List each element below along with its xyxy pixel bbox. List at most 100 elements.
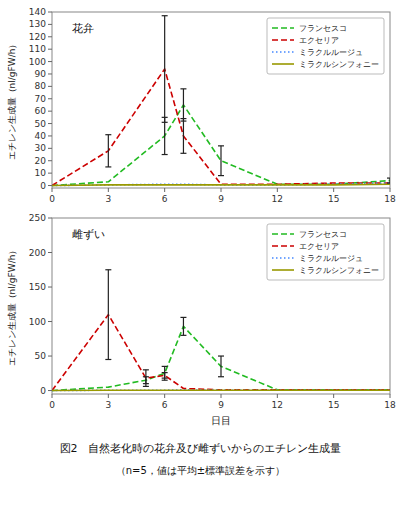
x-tick-label: 3 [105, 194, 111, 204]
series-line [52, 389, 390, 391]
panel-title: 花弁 [72, 22, 94, 35]
error-bar [218, 146, 224, 176]
chart-root: 0102030405060708090100110120130140036912… [0, 0, 401, 525]
legend-box [267, 18, 384, 74]
x-tick-label: 0 [49, 400, 55, 410]
y-tick-label: 120 [29, 32, 46, 42]
plot-data [52, 16, 390, 186]
y-tick [48, 390, 52, 391]
x-tick-label: 15 [328, 194, 339, 204]
legend-label: ミラクルシンフォニー [299, 266, 379, 275]
x-tick [108, 394, 109, 398]
y-tick [48, 36, 52, 37]
x-tick-label: 12 [272, 194, 283, 204]
y-tick-label: 100 [29, 57, 46, 67]
y-tick [48, 252, 52, 253]
legend-label: フランセスコ [299, 230, 347, 239]
series-line [52, 326, 390, 390]
y-tick-label: 140 [29, 7, 46, 17]
error-bar [218, 356, 224, 377]
legend-swatch [272, 63, 294, 65]
x-tick [390, 394, 391, 398]
x-tick-label: 6 [162, 194, 168, 204]
legend-label: エクセリア [299, 242, 339, 251]
error-bar [105, 135, 111, 167]
x-tick [164, 188, 165, 192]
y-tick [48, 12, 52, 13]
x-tick-label: 18 [384, 400, 396, 410]
legend-box [267, 224, 384, 280]
x-tick-label: 0 [49, 194, 55, 204]
error-bar [162, 16, 168, 123]
y-tick [48, 123, 52, 124]
legend-label: ミラクルシンフォニー [299, 60, 379, 69]
y-tick-label: 130 [29, 19, 46, 29]
x-tick-label: 3 [105, 400, 111, 410]
x-tick [333, 394, 334, 398]
y-tick-label: 0 [40, 181, 46, 191]
y-tick-label: 50 [35, 119, 47, 129]
y-tick-label: 90 [35, 69, 47, 79]
legend-label: ミラクルルージュ [299, 48, 363, 57]
y-tick [48, 356, 52, 357]
y-tick [48, 185, 52, 186]
legend-swatch [272, 245, 294, 247]
y-tick [48, 218, 52, 219]
x-tick [333, 188, 334, 192]
error-bar [387, 178, 390, 183]
caption: （n=5，値は平均±標準誤差を示す） [116, 465, 285, 476]
legend-swatch [272, 233, 294, 235]
series-line [52, 315, 390, 391]
series-line [52, 69, 390, 186]
y-tick-label: 150 [29, 282, 46, 292]
panel-title: 雌ずい [72, 228, 105, 241]
error-bar [143, 370, 149, 387]
y-tick [48, 24, 52, 25]
x-tick [52, 394, 53, 398]
y-tick-label: 70 [35, 94, 47, 104]
panel: 0501001502002500369121518エチレン生成量（nl/gFW/… [7, 213, 396, 426]
x-tick [164, 394, 165, 398]
x-tick-label: 15 [328, 400, 339, 410]
y-tick [48, 135, 52, 136]
y-tick-label: 40 [35, 131, 47, 141]
legend-swatch [272, 27, 294, 29]
y-tick [48, 148, 52, 149]
y-tick-label: 200 [29, 248, 46, 258]
y-tick [48, 61, 52, 62]
y-tick-label: 20 [35, 156, 47, 166]
y-tick-label: 10 [35, 168, 47, 178]
x-tick [277, 394, 278, 398]
panel: 0102030405060708090100110120130140036912… [7, 7, 396, 204]
x-tick [221, 394, 222, 398]
y-tick-label: 50 [35, 351, 47, 361]
error-bar [180, 119, 186, 154]
series-line [52, 105, 390, 186]
y-tick [48, 287, 52, 288]
y-tick-label: 250 [29, 213, 46, 223]
y-tick-label: 80 [35, 81, 47, 91]
x-axis-label: 日目 [211, 415, 231, 426]
legend: フランセスコエクセリアミラクルルージュミラクルシンフォニー [267, 18, 384, 74]
y-tick-label: 0 [40, 386, 46, 396]
y-tick [48, 111, 52, 112]
error-bar [162, 117, 168, 154]
error-bar [105, 270, 111, 360]
y-tick [48, 98, 52, 99]
x-tick [277, 188, 278, 192]
y-tick-label: 30 [35, 143, 47, 153]
caption: 図2 自然老化時の花弁及び雌ずいからのエチレン生成量 [60, 442, 342, 455]
error-bar [180, 317, 186, 335]
x-tick-label: 6 [162, 400, 168, 410]
y-axis-label: エチレン生成量（nl/gFW/h） [7, 40, 17, 161]
legend-label: フランセスコ [299, 24, 347, 33]
series-line [52, 389, 390, 391]
x-tick-label: 9 [218, 194, 224, 204]
y-tick-label: 110 [29, 44, 46, 54]
error-bar [162, 366, 168, 380]
x-tick [108, 188, 109, 192]
plot-frame [52, 12, 390, 188]
x-tick [390, 188, 391, 192]
series-line [52, 184, 390, 185]
y-tick [48, 86, 52, 87]
